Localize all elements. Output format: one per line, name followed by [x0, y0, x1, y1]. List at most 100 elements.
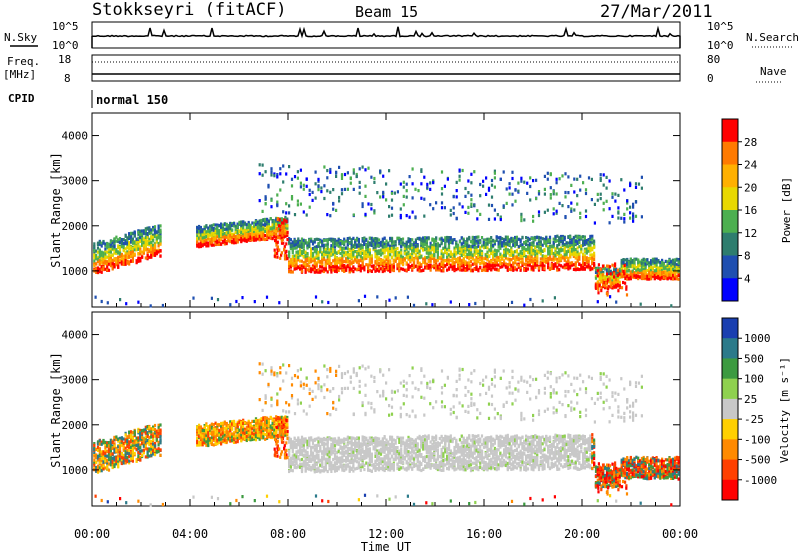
power-cell	[367, 270, 370, 274]
power-cell	[111, 245, 114, 249]
power-cell	[436, 257, 439, 261]
power-cell	[378, 266, 381, 270]
power-cell	[350, 246, 353, 250]
power-cell	[238, 235, 241, 239]
power-cell	[278, 220, 281, 224]
power-cell	[240, 236, 243, 240]
power-cell	[98, 251, 101, 255]
power-cell	[98, 242, 101, 246]
power-cell	[536, 254, 539, 258]
power-cell	[117, 255, 120, 259]
power-cell	[339, 258, 342, 263]
power-cell	[447, 266, 451, 270]
power-cell	[589, 256, 592, 261]
power-cell	[455, 244, 458, 249]
power-cell	[126, 238, 129, 242]
power-cell	[313, 267, 316, 271]
power-cell	[128, 244, 131, 248]
power-cell	[291, 254, 294, 259]
power-cell	[148, 227, 151, 231]
power-cell	[486, 242, 489, 246]
noise-tick-high-right: 10^5	[707, 20, 734, 33]
power-cell	[319, 265, 322, 269]
power-cell	[109, 250, 112, 254]
power-cell	[383, 245, 386, 249]
power-cell	[144, 238, 147, 242]
power-cell	[286, 217, 289, 221]
power-cell	[289, 238, 292, 242]
power-cell	[525, 258, 528, 262]
power-cell	[401, 263, 405, 267]
power-cell	[113, 240, 116, 244]
power-cell	[442, 238, 445, 242]
power-cell	[490, 259, 493, 263]
power-cell	[299, 264, 302, 268]
power-cell	[471, 240, 474, 244]
power-cell	[152, 253, 155, 257]
power-cell	[361, 237, 364, 241]
power-cell	[449, 250, 452, 254]
power-cell	[106, 245, 109, 249]
power-cell	[273, 232, 276, 236]
power-cell	[264, 237, 267, 242]
power-cell	[322, 253, 326, 257]
power-cell	[519, 268, 522, 272]
power-cell	[225, 227, 228, 231]
power-cell	[120, 245, 123, 249]
power-cell	[207, 230, 210, 234]
power-cell	[100, 267, 103, 271]
power-cell	[300, 245, 304, 249]
power-cell	[267, 219, 270, 223]
power-cell	[98, 267, 101, 271]
power-cell	[534, 253, 537, 257]
power-cell	[367, 254, 370, 258]
power-cell	[471, 253, 474, 257]
power-cell	[427, 252, 430, 256]
power-cell	[144, 227, 147, 231]
power-cell	[642, 257, 645, 261]
power-cell	[583, 236, 586, 240]
power-cell	[146, 226, 149, 230]
power-cell	[304, 263, 307, 267]
power-cell	[139, 229, 142, 233]
power-cell	[135, 259, 138, 263]
power-cell	[662, 276, 665, 280]
power-cell	[260, 225, 263, 229]
power-cell	[324, 263, 327, 267]
power-cell	[554, 253, 557, 257]
power-cell	[104, 259, 107, 263]
power-cell	[310, 247, 313, 251]
power-cell	[438, 268, 441, 272]
power-cell	[297, 255, 300, 260]
power-cell	[273, 174, 276, 178]
power-cell	[223, 242, 226, 246]
power-cell	[330, 268, 333, 272]
power-cell	[583, 256, 586, 260]
power-cell	[458, 267, 462, 271]
power-cell	[462, 261, 465, 266]
power-cell	[95, 249, 98, 253]
power-cell	[106, 268, 109, 272]
power-cell	[297, 250, 300, 254]
power-cell	[475, 250, 478, 254]
power-cell	[302, 255, 305, 259]
power-cell	[142, 231, 145, 235]
power-cell	[420, 246, 423, 250]
power-cell	[534, 235, 537, 240]
power-cell	[225, 231, 228, 235]
power-cell	[223, 234, 226, 239]
power-cell	[501, 237, 504, 241]
power-cell	[510, 238, 513, 242]
power-cell	[416, 246, 419, 250]
power-cell	[146, 239, 149, 243]
power-cell	[288, 237, 291, 241]
power-cell	[313, 262, 316, 266]
power-cell	[337, 244, 340, 248]
power-cell	[247, 225, 250, 229]
power-cell	[289, 265, 292, 269]
power-cell	[447, 253, 451, 257]
power-cell	[131, 238, 134, 242]
power-cell	[548, 255, 552, 260]
power-cell	[593, 239, 596, 243]
power-cell	[558, 268, 561, 272]
